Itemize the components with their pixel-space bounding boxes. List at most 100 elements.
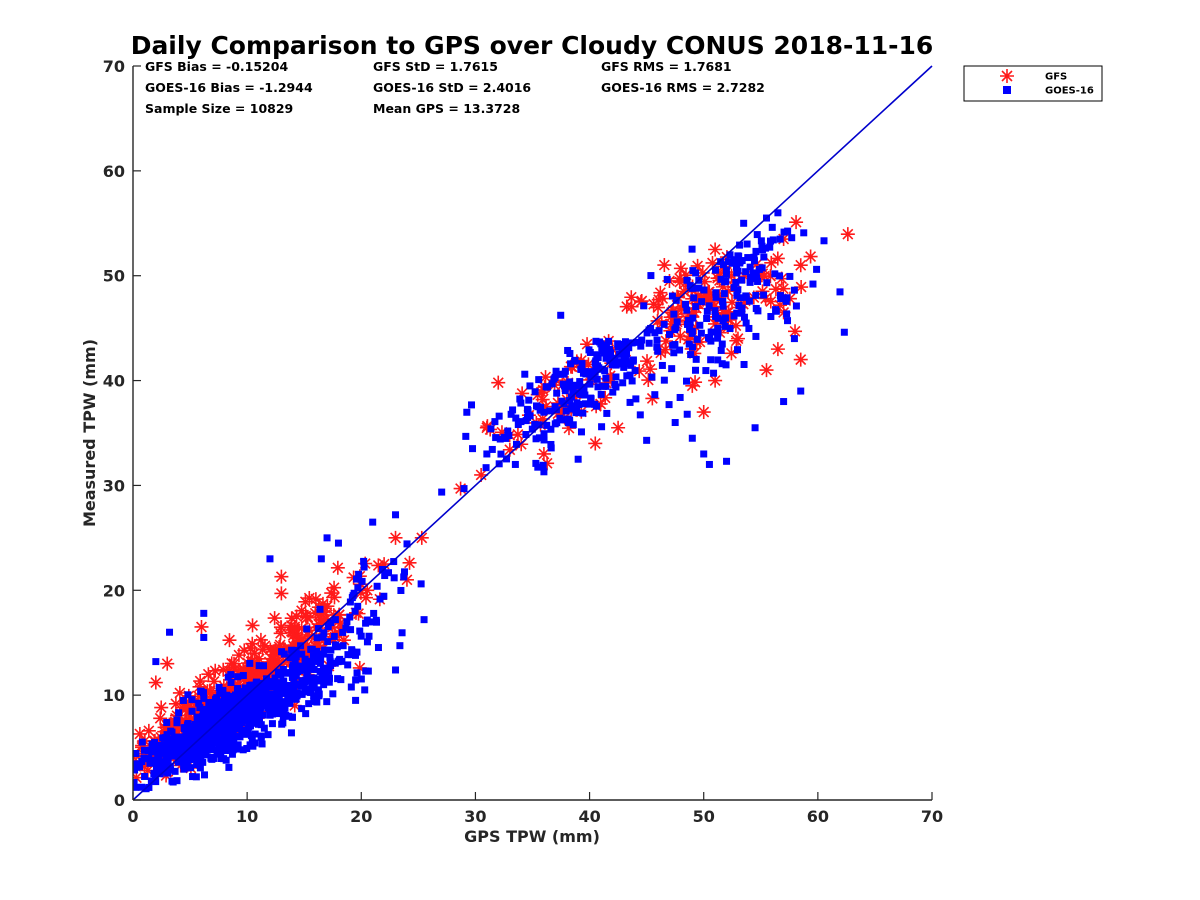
goes16-point <box>757 237 765 245</box>
goes16-point <box>344 661 352 669</box>
y-tick-label: 40 <box>103 372 125 391</box>
gfs-point <box>402 555 417 570</box>
goes16-point <box>698 298 706 306</box>
gfs-point <box>721 304 736 319</box>
goes16-point <box>640 302 648 310</box>
gfs-point <box>540 456 555 471</box>
goes16-point <box>205 737 213 745</box>
goes16-point <box>344 651 352 659</box>
gfs-point <box>286 628 301 643</box>
goes16-point <box>600 382 608 390</box>
stat-text: GOES-16 RMS = 2.7282 <box>601 80 765 95</box>
goes16-point <box>786 272 794 280</box>
goes16-point <box>259 686 267 694</box>
gfs-point <box>231 648 246 663</box>
gfs-point <box>133 770 144 785</box>
goes16-point <box>180 725 188 733</box>
goes16-point <box>200 633 208 641</box>
gfs-point <box>311 617 326 632</box>
goes16-point <box>199 736 207 744</box>
gfs-point <box>611 420 626 435</box>
goes16-point <box>758 246 766 254</box>
goes16-point <box>274 668 282 676</box>
goes16-point <box>784 227 792 235</box>
goes16-point <box>774 209 782 217</box>
goes16-point <box>743 240 751 248</box>
one-to-one-line <box>132 65 933 801</box>
goes16-point <box>580 390 588 398</box>
goes16-point <box>362 619 370 627</box>
goes16-point <box>521 370 529 378</box>
gfs-point <box>298 594 313 609</box>
goes16-point <box>347 626 355 634</box>
gfs-point <box>708 373 723 388</box>
goes16-point <box>696 321 704 329</box>
goes16-point <box>171 767 179 775</box>
goes16-point <box>578 360 586 368</box>
x-tick-label: 70 <box>921 807 943 826</box>
goes16-point <box>734 267 742 275</box>
goes16-point <box>712 293 720 301</box>
goes16-point <box>195 699 203 707</box>
goes16-point <box>577 428 585 436</box>
gfs-point <box>707 299 722 314</box>
goes16-point <box>751 424 759 432</box>
goes16-point <box>601 367 609 375</box>
goes16-point <box>227 678 235 686</box>
goes16-point <box>463 408 471 416</box>
goes16-point <box>250 711 258 719</box>
goes16-point <box>784 317 792 325</box>
gfs-point <box>172 722 187 737</box>
goes16-point <box>608 361 616 369</box>
goes16-point <box>189 732 197 740</box>
goes16-point <box>304 664 312 672</box>
goes16-point <box>732 278 740 286</box>
goes16-point <box>792 302 800 310</box>
goes16-point <box>174 758 182 766</box>
gfs-point <box>624 299 639 314</box>
gfs-point <box>287 698 302 713</box>
goes16-point <box>244 717 252 725</box>
goes16-point <box>265 691 273 699</box>
goes16-point <box>580 385 588 393</box>
goes16-point <box>197 722 205 730</box>
goes16-point <box>569 421 577 429</box>
goes16-point <box>688 434 696 442</box>
goes16-point <box>717 346 725 354</box>
gfs-point <box>768 282 783 297</box>
legend-label: GOES-16 <box>1045 86 1094 97</box>
goes16-point <box>152 763 160 771</box>
goes16-point <box>684 316 692 324</box>
gfs-point <box>645 391 660 406</box>
goes16-point <box>199 713 207 721</box>
plot-area: 0 10 20 30 40 50 60 70 0 10 20 30 40 50 60 70 <box>103 57 943 826</box>
x-axis-label: GPS TPW (mm) <box>464 827 600 846</box>
goes16-point <box>809 280 817 288</box>
goes16-point <box>553 419 561 427</box>
goes16-point <box>750 253 758 261</box>
goes16-point <box>307 645 315 653</box>
goes16-point <box>319 633 327 641</box>
goes16-point <box>535 376 543 384</box>
data-points <box>133 209 855 793</box>
goes16-point <box>740 219 748 227</box>
gfs-point <box>359 590 374 605</box>
goes16-point <box>251 689 259 697</box>
goes16-point <box>717 275 725 283</box>
goes16-point <box>697 329 705 337</box>
goes16-point <box>248 734 256 742</box>
goes16-point <box>186 727 194 735</box>
goes16-point <box>260 662 268 670</box>
gfs-point <box>730 331 745 346</box>
goes16-point <box>581 400 589 408</box>
goes16-point <box>553 389 561 397</box>
goes16-point <box>257 732 265 740</box>
goes16-point <box>722 361 730 369</box>
gfs-point <box>252 651 267 666</box>
goes16-point <box>217 754 225 762</box>
goes16-point <box>334 675 342 683</box>
goes16-point <box>653 343 661 351</box>
goes16-point <box>615 358 623 366</box>
goes16-point <box>752 291 760 299</box>
gfs-point <box>593 396 608 411</box>
